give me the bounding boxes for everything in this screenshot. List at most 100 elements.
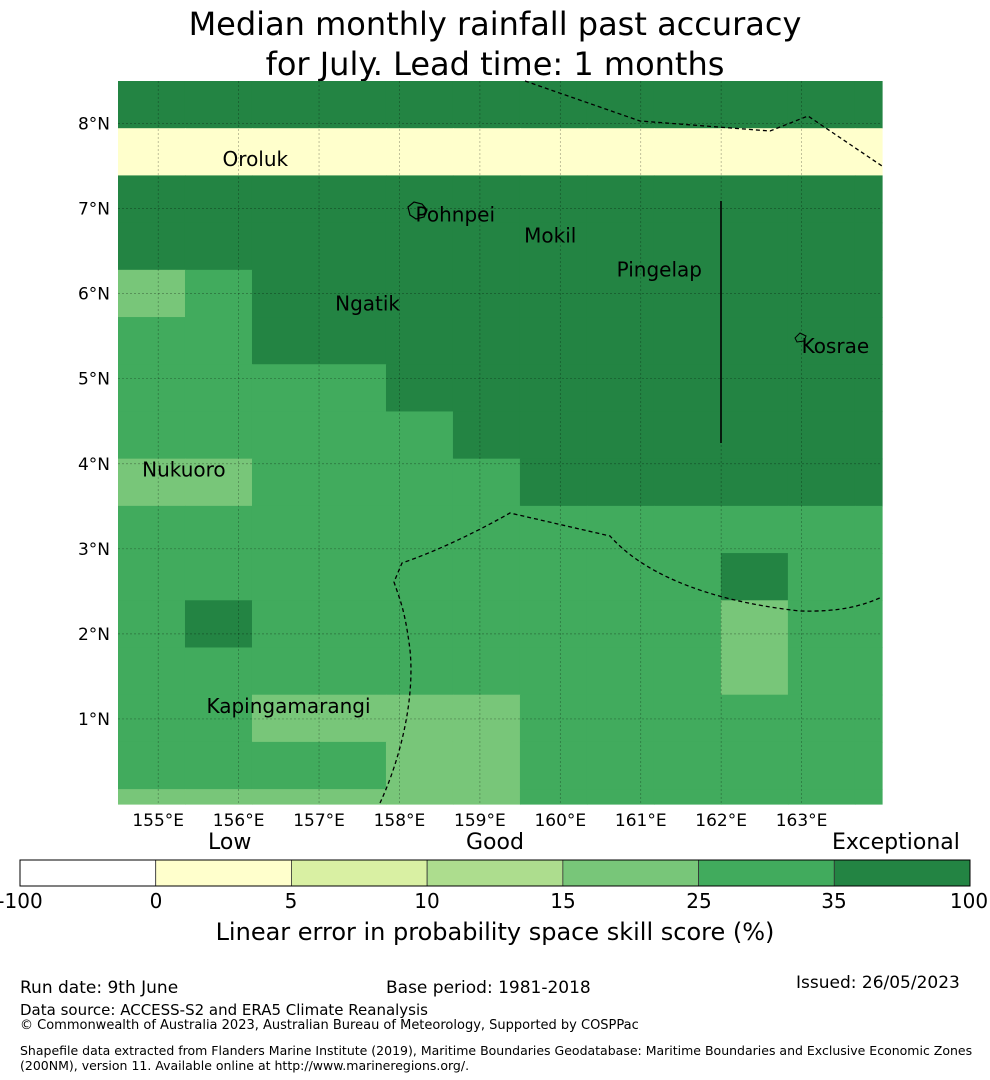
grid-cell bbox=[184, 789, 253, 805]
latitude-tick-label: 1°N bbox=[78, 710, 110, 730]
eez-boundaries bbox=[379, 80, 883, 804]
grid-cell bbox=[251, 553, 320, 601]
island-label: Pohnpei bbox=[416, 202, 496, 226]
island-label: Kosrae bbox=[802, 334, 870, 358]
grid-cell bbox=[184, 411, 253, 460]
grid-cell bbox=[720, 553, 789, 601]
grid-cell bbox=[452, 317, 521, 365]
grid-cell bbox=[653, 741, 722, 790]
grid-cell bbox=[519, 458, 588, 507]
colorbar-tick: 0 bbox=[149, 889, 163, 913]
grid-cell bbox=[854, 364, 883, 413]
grid-cell bbox=[653, 553, 722, 601]
grid-cell bbox=[787, 458, 856, 507]
grid-cell bbox=[251, 741, 320, 790]
grid-cell bbox=[586, 553, 655, 601]
title-line-1: Median monthly rainfall past accuracy bbox=[188, 5, 802, 43]
grid-cell bbox=[118, 128, 186, 177]
data-source: Data source: ACCESS-S2 and ERA5 Climate … bbox=[20, 1001, 428, 1019]
axis-tick-labels: 155°E 156°E 157°E 158°E 159°E 160°E 161°E 162°E… bbox=[78, 115, 827, 831]
grid-cell bbox=[653, 600, 722, 649]
grid-cell bbox=[385, 647, 454, 696]
grid-cell bbox=[318, 81, 387, 129]
colorbar-swatch bbox=[833, 859, 971, 887]
grid-cell bbox=[251, 505, 320, 554]
colorbar-tick: -100 bbox=[0, 889, 43, 913]
grid-cell bbox=[251, 600, 320, 649]
grid-cell bbox=[452, 364, 521, 413]
colorbar-heading-low: Low bbox=[208, 830, 252, 855]
grid-cell bbox=[184, 553, 253, 601]
grid-cell bbox=[586, 222, 655, 271]
colorbar-heading-good: Good bbox=[466, 830, 524, 855]
grid-cell bbox=[385, 553, 454, 601]
grid-cell bbox=[251, 269, 320, 318]
grid-cell bbox=[184, 317, 253, 365]
grid-cell bbox=[318, 128, 387, 177]
grid-cell bbox=[318, 553, 387, 601]
grid-cell bbox=[854, 458, 883, 507]
grid-cell bbox=[519, 128, 588, 177]
longitude-tick-label: 156°E bbox=[213, 811, 265, 831]
longitude-tick-label: 157°E bbox=[293, 811, 345, 831]
grid-cell bbox=[251, 458, 320, 507]
grid-cell bbox=[854, 269, 883, 318]
colorbar-tick: 15 bbox=[550, 889, 576, 913]
map-title: Median monthly rainfall past accuracy fo… bbox=[0, 4, 990, 84]
latitude-tick-label: 3°N bbox=[78, 540, 110, 560]
grid-cell bbox=[318, 317, 387, 365]
grid-cell bbox=[184, 222, 253, 271]
grid-cell bbox=[854, 222, 883, 271]
colorbar bbox=[19, 859, 971, 887]
grid-cell bbox=[720, 411, 789, 460]
grid-cell bbox=[720, 600, 789, 649]
grid-cell bbox=[251, 81, 320, 129]
grid-cell bbox=[586, 458, 655, 507]
colorbar-heading-exceptional: Exceptional bbox=[832, 830, 960, 855]
grid-cell bbox=[787, 317, 856, 365]
grid-cell bbox=[720, 128, 789, 177]
grid-cell bbox=[118, 175, 186, 224]
longitude-tick-label: 160°E bbox=[534, 811, 586, 831]
grid-cell bbox=[519, 81, 588, 129]
grid-cell bbox=[452, 458, 521, 507]
grid-cell bbox=[519, 600, 588, 649]
grid-cell bbox=[519, 741, 588, 790]
grid-cell bbox=[452, 789, 521, 805]
grid-cell bbox=[519, 364, 588, 413]
grid-cell bbox=[653, 269, 722, 318]
grid-cell bbox=[184, 364, 253, 413]
grid-cell bbox=[118, 269, 186, 318]
base-period: Base period: 1981-2018 bbox=[386, 978, 591, 998]
grid-cell bbox=[720, 647, 789, 696]
grid-cell bbox=[184, 458, 253, 507]
grid-cell bbox=[118, 364, 186, 413]
island-label: Nukuoro bbox=[142, 458, 226, 482]
grid-cell bbox=[452, 269, 521, 318]
shapefile-credit: Shapefile data extracted from Flanders M… bbox=[20, 1043, 973, 1073]
grid-cell bbox=[519, 222, 588, 271]
grid-cell bbox=[653, 81, 722, 129]
grid-cell bbox=[251, 222, 320, 271]
grid-cell bbox=[519, 317, 588, 365]
grid-cell bbox=[452, 694, 521, 743]
colorbar-label: Linear error in probability space skill … bbox=[215, 918, 775, 946]
grid-cell bbox=[118, 81, 186, 129]
grid-cell bbox=[184, 647, 253, 696]
latitude-tick-label: 7°N bbox=[78, 200, 110, 220]
grid-cell bbox=[318, 269, 387, 318]
colorbar-frame bbox=[19, 859, 971, 887]
grid-cell bbox=[720, 505, 789, 554]
grid-cell bbox=[854, 317, 883, 365]
grid-cell bbox=[586, 505, 655, 554]
grid-cell bbox=[586, 411, 655, 460]
grid-cell bbox=[385, 269, 454, 318]
grid-cell bbox=[787, 222, 856, 271]
grid-cell bbox=[184, 694, 253, 743]
grid-cell bbox=[452, 553, 521, 601]
grid-cell bbox=[653, 222, 722, 271]
grid-cell bbox=[586, 741, 655, 790]
longitude-tick-label: 161°E bbox=[615, 811, 667, 831]
longitude-tick-label: 163°E bbox=[776, 811, 828, 831]
grid-cell bbox=[787, 81, 856, 129]
